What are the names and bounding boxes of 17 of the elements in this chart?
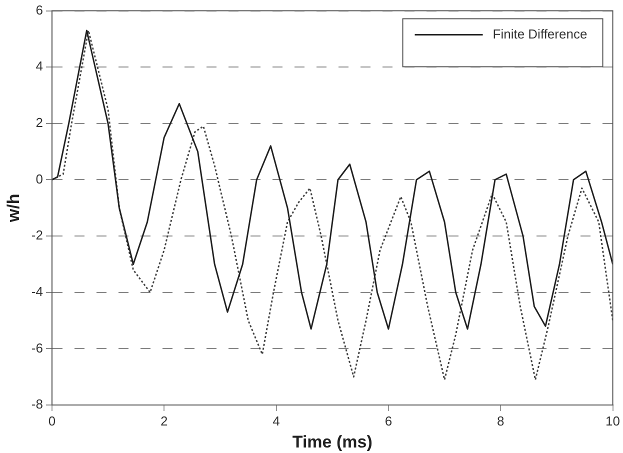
x-tick-label: 8 [496, 413, 504, 428]
y-tick-label: -8 [31, 396, 43, 412]
x-tick-label: 0 [48, 413, 56, 428]
y-tick-label: 2 [36, 115, 43, 130]
x-tick-label: 10 [606, 413, 620, 428]
y-axis-title: w/h [4, 194, 23, 224]
x-tick-label: 4 [272, 413, 280, 428]
y-tick-label: 6 [36, 2, 43, 18]
x-tick-label: 6 [384, 413, 392, 428]
x-tick-label: 2 [160, 413, 168, 428]
y-tick-label: -2 [31, 228, 43, 243]
y-tick-label: -6 [31, 340, 43, 356]
x-axis-title: Time (ms) [292, 432, 372, 452]
y-tick-label: 0 [36, 171, 43, 186]
y-tick-label: -4 [31, 284, 43, 299]
y-tick-label: 4 [36, 58, 43, 74]
text: Finite Difference [492, 26, 588, 42]
